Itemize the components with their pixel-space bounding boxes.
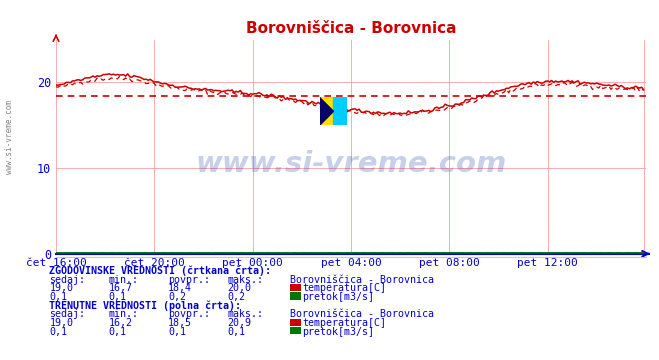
Text: 0,1: 0,1 xyxy=(168,327,186,337)
Text: sedaj:: sedaj: xyxy=(49,309,86,319)
Text: 0,1: 0,1 xyxy=(49,292,67,302)
Text: pretok[m3/s]: pretok[m3/s] xyxy=(302,327,374,337)
Text: TRENUTNE VREDNOSTI (polna črta):: TRENUTNE VREDNOSTI (polna črta): xyxy=(49,300,241,311)
Polygon shape xyxy=(333,98,347,125)
Text: sedaj:: sedaj: xyxy=(49,275,86,285)
Text: 19,0: 19,0 xyxy=(49,283,73,293)
Text: 16,2: 16,2 xyxy=(109,318,132,328)
Text: maks.:: maks.: xyxy=(227,275,264,285)
Text: ZGODOVINSKE VREDNOSTI (črtkana črta):: ZGODOVINSKE VREDNOSTI (črtkana črta): xyxy=(49,266,272,276)
Text: 18,4: 18,4 xyxy=(168,283,192,293)
Text: 16,7: 16,7 xyxy=(109,283,132,293)
Polygon shape xyxy=(320,98,333,125)
Polygon shape xyxy=(320,98,333,125)
Text: www.si-vreme.com: www.si-vreme.com xyxy=(5,100,14,174)
Text: Borovniščica - Borovnica: Borovniščica - Borovnica xyxy=(290,275,434,285)
Text: temperatura[C]: temperatura[C] xyxy=(302,318,386,328)
Text: povpr.:: povpr.: xyxy=(168,275,210,285)
Text: 18,5: 18,5 xyxy=(168,318,192,328)
Text: 0,2: 0,2 xyxy=(168,292,186,302)
Text: 0,1: 0,1 xyxy=(109,327,127,337)
Text: 0,1: 0,1 xyxy=(227,327,245,337)
Text: 20,9: 20,9 xyxy=(227,318,251,328)
Text: min.:: min.: xyxy=(109,309,139,319)
Text: povpr.:: povpr.: xyxy=(168,309,210,319)
Text: 0,1: 0,1 xyxy=(109,292,127,302)
Text: 20,0: 20,0 xyxy=(227,283,251,293)
Text: temperatura[C]: temperatura[C] xyxy=(302,283,386,293)
Text: 19,0: 19,0 xyxy=(49,318,73,328)
Text: min.:: min.: xyxy=(109,275,139,285)
Text: www.si-vreme.com: www.si-vreme.com xyxy=(195,150,507,178)
Title: Borovniščica - Borovnica: Borovniščica - Borovnica xyxy=(246,21,456,36)
Text: 0,1: 0,1 xyxy=(49,327,67,337)
Text: pretok[m3/s]: pretok[m3/s] xyxy=(302,292,374,302)
Text: 0,2: 0,2 xyxy=(227,292,245,302)
Text: maks.:: maks.: xyxy=(227,309,264,319)
Text: Borovniščica - Borovnica: Borovniščica - Borovnica xyxy=(290,309,434,319)
